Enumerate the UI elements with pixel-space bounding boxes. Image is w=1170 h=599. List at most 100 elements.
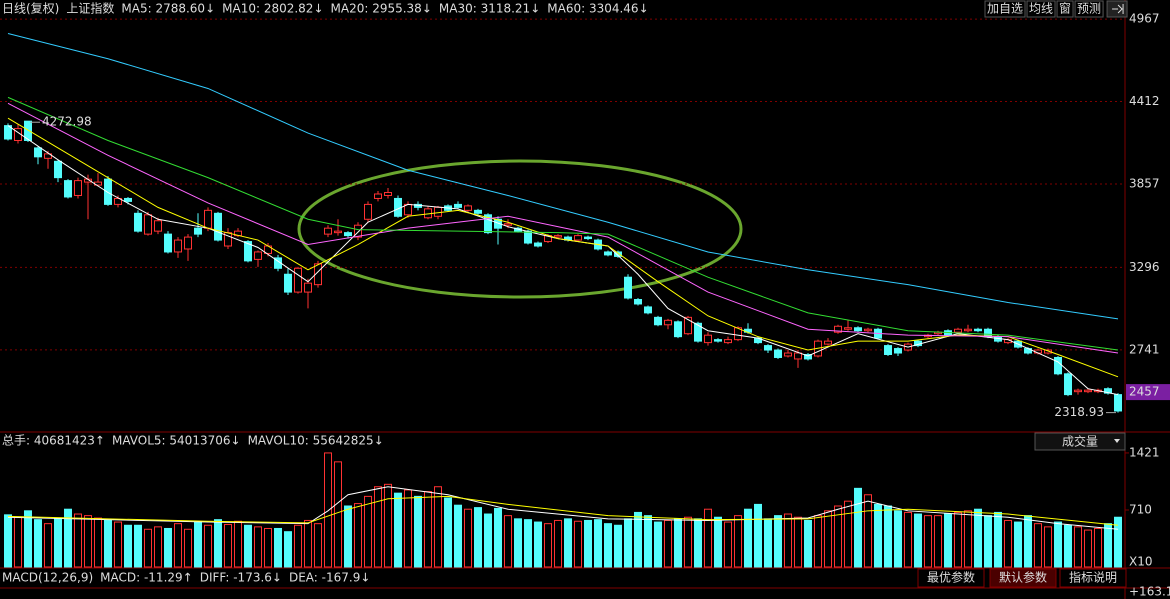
volume-bar	[1004, 519, 1012, 568]
volume-bar	[434, 486, 442, 568]
volume-bar	[784, 513, 792, 568]
volume-bar	[604, 523, 612, 568]
y-tick-label: 4967	[1129, 12, 1160, 26]
indicator-menu[interactable]	[1034, 432, 1126, 451]
volume-bar	[584, 519, 592, 568]
candle-body	[644, 306, 652, 314]
y-tick-label: 1421	[1129, 445, 1160, 459]
candle-body	[344, 232, 352, 237]
toolbar-button[interactable]: 预测	[1077, 2, 1101, 16]
volume-bar	[844, 500, 852, 568]
volume-bar	[884, 505, 892, 568]
candle-body	[534, 242, 542, 247]
candle-body	[174, 239, 182, 253]
macd-button[interactable]	[989, 568, 1057, 588]
high-label: 4272.98	[42, 115, 92, 129]
toolbar-button[interactable]: 均线	[1029, 2, 1053, 16]
macd-button-label[interactable]: 默认参数	[999, 570, 1047, 585]
candle-body	[204, 209, 212, 229]
toolbar-button-frame[interactable]	[1026, 0, 1056, 18]
macd-button-label[interactable]: 指标说明	[1069, 570, 1117, 585]
candle-body	[854, 327, 862, 332]
candle-body	[334, 230, 342, 234]
volume-bar	[734, 515, 742, 568]
volume-bar	[74, 513, 82, 568]
volume-bar	[814, 515, 822, 568]
macd-button[interactable]	[1059, 568, 1127, 588]
candle-body	[674, 321, 682, 338]
legend-entry: MA20: 2955.38↓	[331, 2, 432, 16]
candle-body	[164, 233, 172, 253]
candle-body	[184, 236, 192, 250]
candle-body	[314, 263, 322, 286]
candle-body	[374, 193, 382, 199]
volume-bar	[424, 491, 432, 568]
candle-body	[24, 120, 32, 141]
candle-body	[1044, 349, 1052, 354]
volume-bar	[234, 520, 242, 568]
volume-bar	[324, 452, 332, 568]
volume-bar	[484, 513, 492, 568]
volume-bar	[1064, 524, 1072, 568]
volume-bar	[534, 521, 542, 568]
candle-body	[964, 328, 972, 332]
candle-body	[284, 273, 292, 293]
volume-bar	[994, 511, 1002, 568]
candle-body	[44, 153, 52, 159]
candle-body	[774, 349, 782, 358]
candle-body	[134, 212, 142, 232]
volume-total: 总手: 40681423↑	[2, 434, 105, 448]
volume-bar	[104, 519, 112, 568]
volume-bar	[334, 461, 342, 568]
volume-bar	[614, 524, 622, 568]
volume-bar	[14, 516, 22, 568]
legend-entry: MAVOL10: 55642825↓	[248, 434, 384, 448]
ma-line	[7, 96, 1119, 351]
period-label: 日线(复权)	[2, 2, 59, 16]
volume-bar	[204, 524, 212, 568]
toolbar-button[interactable]: 加自选	[987, 2, 1023, 16]
macd-button-label[interactable]: 最优参数	[927, 570, 975, 585]
mavol-line	[7, 495, 1119, 526]
toolbar-button-frame[interactable]	[984, 0, 1026, 18]
candle-body	[494, 218, 502, 229]
volume-bar	[924, 515, 932, 568]
candle-body	[684, 316, 692, 335]
candle-body	[144, 214, 152, 235]
volume-bar	[1024, 515, 1032, 568]
volume-bar	[1114, 516, 1122, 568]
macd-button[interactable]	[917, 568, 985, 588]
volume-bar	[1034, 523, 1042, 568]
volume-bar	[304, 519, 312, 568]
volume-bar	[264, 527, 272, 568]
indicator-menu-label[interactable]: 成交量	[1062, 434, 1098, 449]
toolbar-button[interactable]: 窗	[1059, 2, 1071, 16]
volume-bar	[904, 511, 912, 568]
volume-bar	[44, 523, 52, 568]
candle-body	[734, 327, 742, 341]
volume-bar	[514, 518, 522, 568]
volume-bar	[544, 523, 552, 568]
toolbar-button-frame[interactable]	[1074, 0, 1104, 18]
legend-entry: MAVOL5: 54013706↓	[112, 434, 241, 448]
volume-bar	[294, 524, 302, 568]
volume-bar	[684, 516, 692, 568]
volume-bar	[834, 505, 842, 568]
macd-scale-label: +163.1	[1129, 585, 1170, 599]
volume-bar	[634, 511, 642, 568]
candle-body	[324, 227, 332, 235]
y-tick-label: 4412	[1129, 94, 1160, 108]
volume-bar	[744, 508, 752, 568]
candle-body	[554, 235, 562, 238]
toolbar-button-frame[interactable]	[1056, 0, 1074, 18]
volume-bar	[244, 524, 252, 568]
volume-bar	[174, 523, 182, 568]
volume-bar	[414, 495, 422, 568]
macd-item: MACD(12,26,9)	[2, 571, 93, 585]
volume-bar	[554, 519, 562, 568]
volume-bar	[34, 519, 42, 568]
volume-bar	[114, 521, 122, 568]
candle-body	[474, 209, 482, 214]
volume-bar	[824, 510, 832, 568]
